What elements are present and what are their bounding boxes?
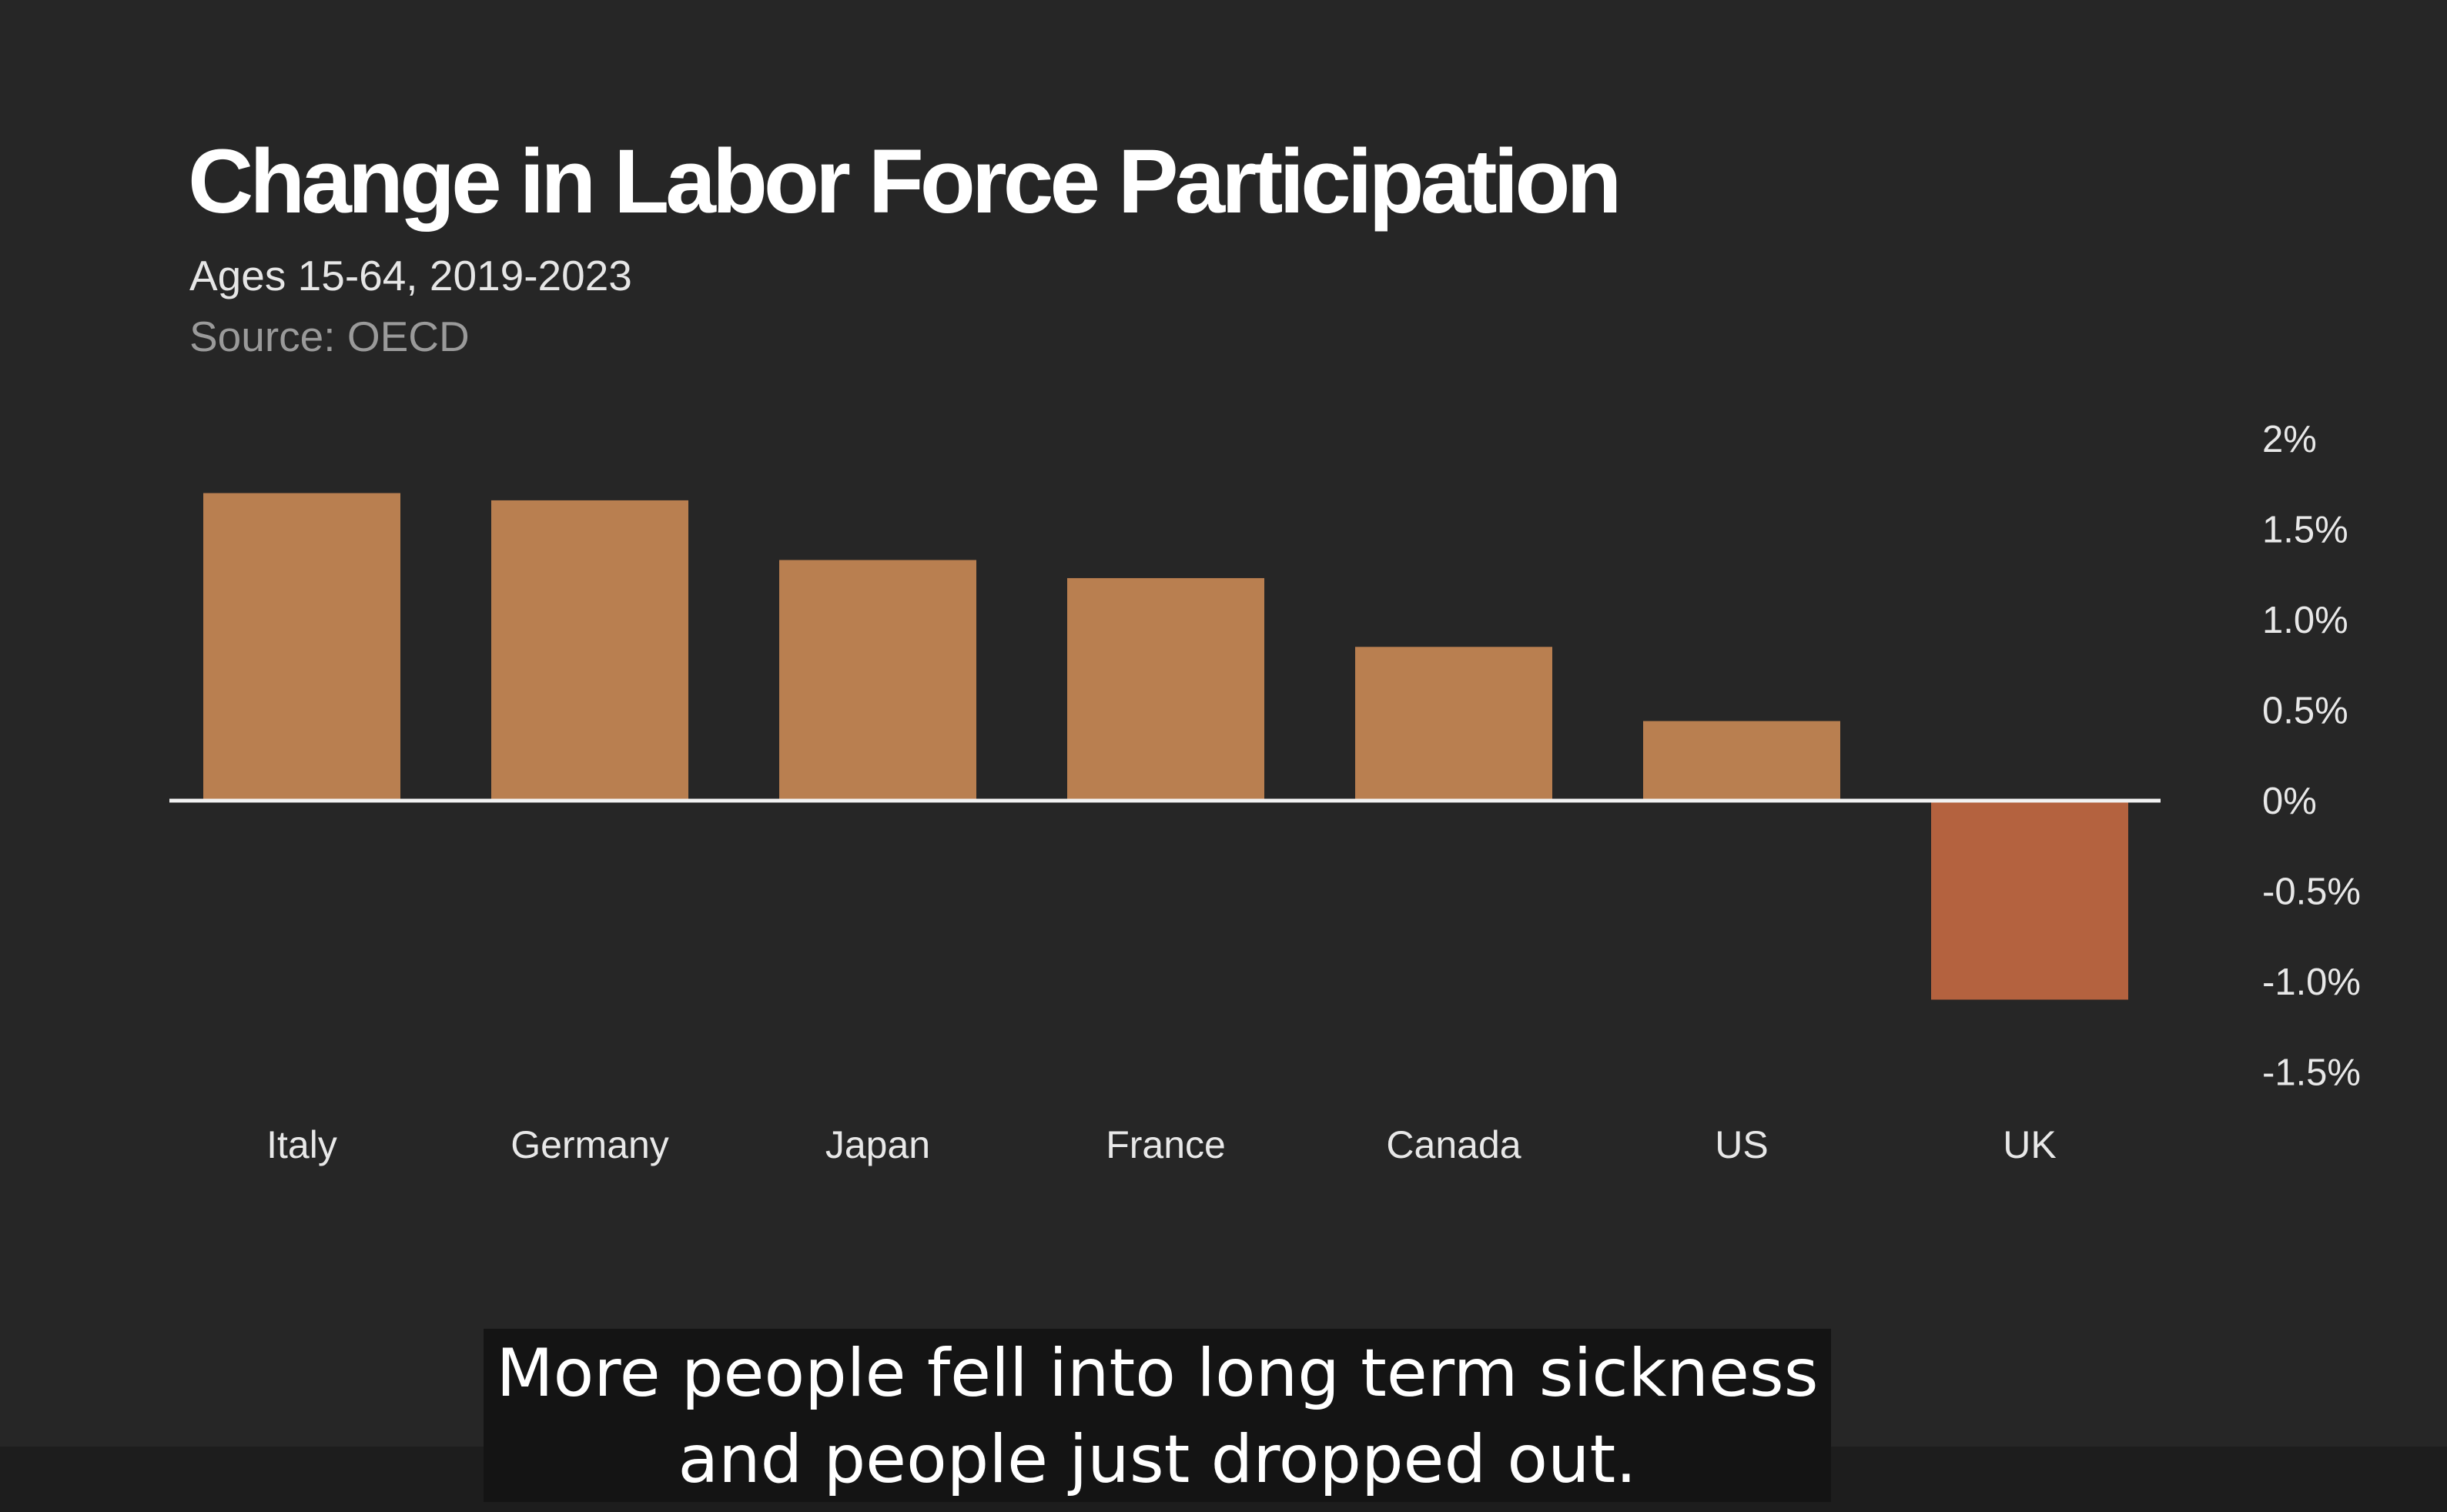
bars-layer [203, 493, 2128, 1000]
chart-subtitle: Ages 15-64, 2019-2023 [189, 252, 632, 299]
chart-source: Source: OECD [189, 313, 470, 360]
bar-canada [1355, 647, 1552, 801]
bar-germany [491, 500, 688, 801]
y-tick-label: 0.5% [2262, 691, 2348, 732]
bar-japan [779, 560, 976, 801]
subtitle-caption: More people fell into long term sickness… [484, 1329, 1831, 1502]
category-label-us: US [1715, 1123, 1768, 1166]
category-label-uk: UK [2003, 1123, 2056, 1166]
category-label-germany: Germany [510, 1123, 669, 1166]
y-tick-label: -0.5% [2262, 871, 2361, 913]
caption-line-2: and people just dropped out. [678, 1421, 1637, 1498]
y-axis: 2% 1.5% 1.0% 0.5% 0% -0.5% -1.0% -1.5% [2262, 419, 2361, 1094]
y-tick-label: -1.0% [2262, 962, 2361, 1003]
chart-title: Change in Labor Force Participation [188, 131, 1619, 232]
bar-uk [1931, 801, 2128, 1000]
y-tick-label: 2% [2262, 419, 2317, 460]
bar-france [1067, 577, 1264, 801]
caption-line-1: More people fell into long term sickness [496, 1335, 1819, 1412]
bar-italy [203, 493, 400, 801]
category-label-japan: Japan [825, 1123, 930, 1166]
y-tick-label: -1.5% [2262, 1052, 2361, 1094]
y-tick-label: 1.0% [2262, 600, 2348, 641]
x-axis: Italy Germany Japan France Canada US UK [266, 1123, 2057, 1166]
y-tick-label: 1.5% [2262, 510, 2348, 551]
category-label-canada: Canada [1386, 1123, 1521, 1166]
category-label-italy: Italy [266, 1123, 337, 1166]
bar-us [1643, 721, 1840, 801]
y-tick-label: 0% [2262, 781, 2317, 822]
category-label-france: France [1106, 1123, 1226, 1166]
